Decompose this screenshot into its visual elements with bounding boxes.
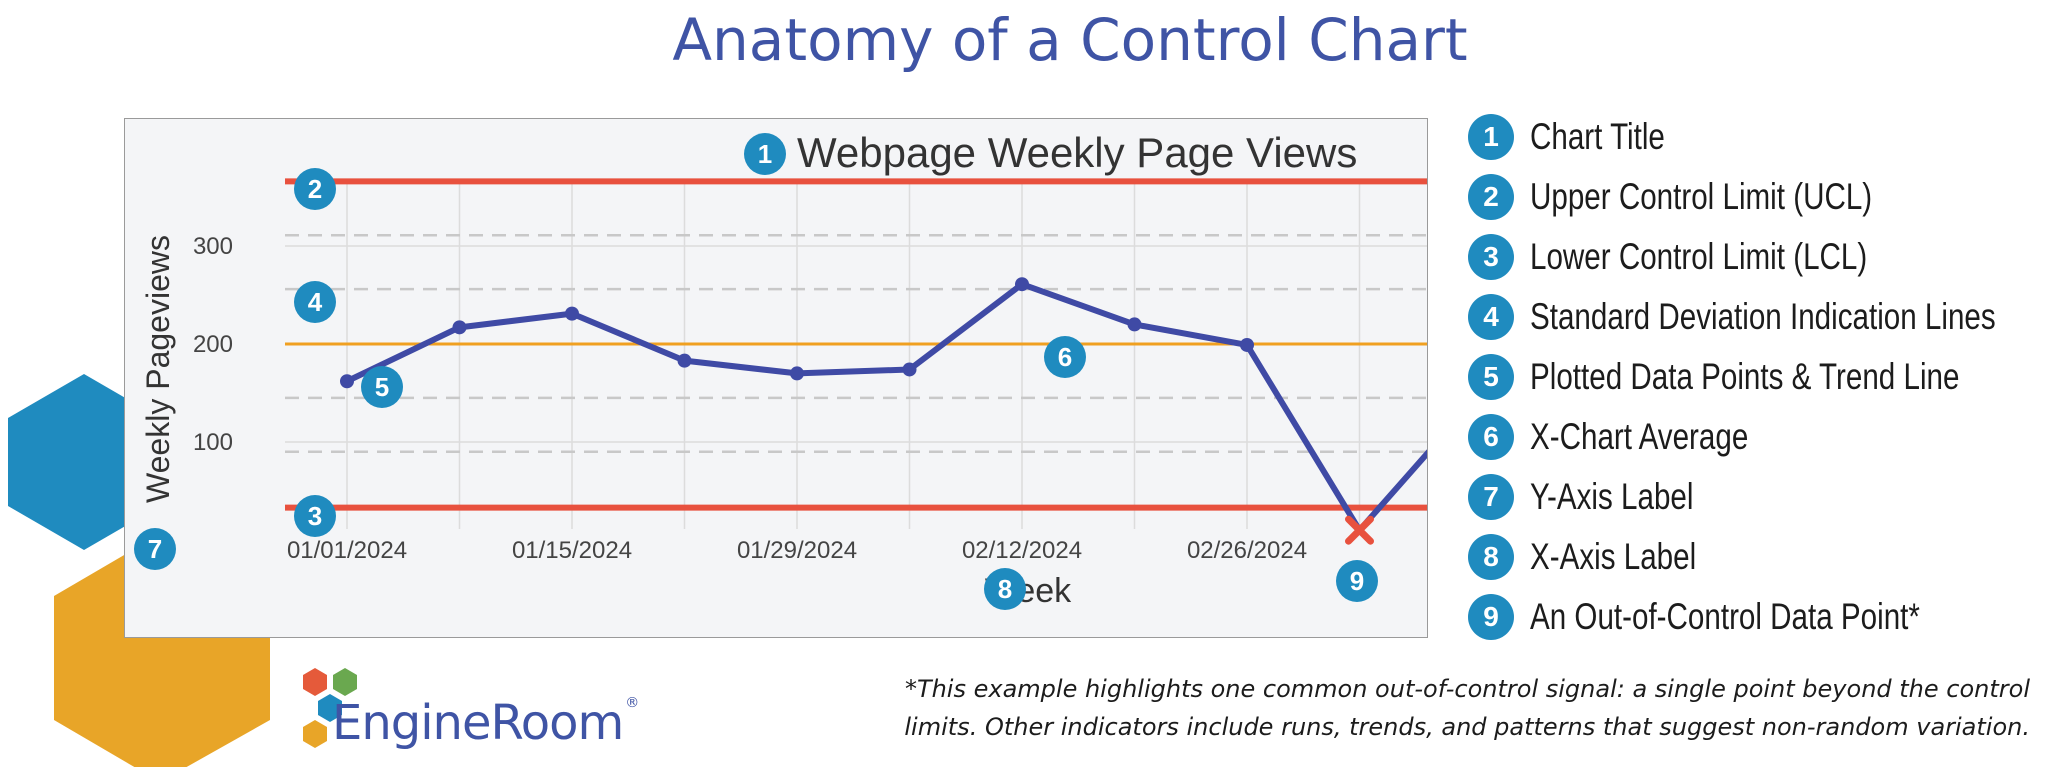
legend-number-badge: 6	[1468, 414, 1514, 460]
chart-callout-badge	[744, 133, 786, 175]
series-trend-line	[345, 281, 1427, 534]
legend-label: Chart Title	[1530, 116, 1665, 157]
y-tick-label: 300	[193, 233, 233, 260]
legend-item: 9 An Out-of-Control Data Point*	[1468, 592, 2017, 642]
chart-callout-number: 4	[308, 287, 323, 317]
footnote: *This example highlights one common out-…	[700, 670, 2030, 746]
engineroom-logo	[303, 668, 357, 748]
data-point	[1015, 277, 1029, 292]
chart-callout-badge	[294, 168, 336, 210]
chart-callout-number: 1	[758, 139, 772, 169]
logo-hex-red	[303, 668, 327, 696]
legend-label: Y-Axis Label	[1530, 476, 1694, 517]
y-axis-label: Weekly Pageviews	[140, 235, 176, 503]
legend-item: 5 Plotted Data Points & Trend Line	[1468, 352, 2050, 402]
legend-label: Lower Control Limit (LCL)	[1530, 236, 1868, 277]
data-point	[565, 306, 579, 321]
legend-number-badge: 8	[1468, 534, 1514, 580]
data-point	[902, 362, 917, 377]
y-tick-label: 200	[193, 331, 233, 358]
decorative-hexagon-blue	[8, 374, 140, 550]
legend-label: X-Axis Label	[1530, 536, 1697, 577]
data-point	[1127, 317, 1142, 332]
legend-number-badge: 3	[1468, 234, 1514, 280]
chart-callout-badge	[361, 366, 403, 408]
chart-callout-number: 3	[308, 501, 322, 531]
hexagon-blue-shape	[8, 374, 140, 550]
legend-item: 2 Upper Control Limit (UCL)	[1468, 172, 1958, 222]
chart-callout-badge	[294, 281, 336, 323]
chart-title: Webpage Weekly Page Views	[797, 129, 1357, 176]
chart-callout-number: 6	[1058, 342, 1072, 372]
legend-label: Upper Control Limit (UCL)	[1530, 176, 1873, 217]
chart-callout-number: 8	[998, 574, 1012, 604]
logo-name: EngineRoom	[332, 695, 624, 751]
legend-item: 4 Standard Deviation Indication Lines	[1468, 292, 2050, 342]
legend-number-badge: 9	[1468, 594, 1514, 640]
y-tick-label: 100	[193, 429, 233, 456]
chart-callout-number: 2	[308, 174, 322, 204]
legend-item: 6 X-Chart Average	[1468, 412, 1803, 462]
x-tick-label: 01/15/2024	[512, 537, 632, 564]
x-tick-label: 02/12/2024	[962, 537, 1082, 564]
x-tick-label: 01/01/2024	[287, 537, 407, 564]
legend-number-badge: 7	[1468, 474, 1514, 520]
x-tick-label: 02/26/2024	[1187, 537, 1307, 564]
out-of-control-marker-stroke	[1345, 515, 1374, 545]
logo-hex-green	[333, 668, 357, 696]
legend-number-badge: 5	[1468, 354, 1514, 400]
footnote-line-2: limits. Other indicators include runs, t…	[904, 713, 2030, 741]
page-title: Anatomy of a Control Chart	[672, 6, 1468, 74]
legend-item: 7 Y-Axis Label	[1468, 472, 1734, 522]
logo-registered-mark: ®	[625, 695, 639, 711]
chart-callout-badge	[984, 568, 1026, 610]
data-point	[790, 366, 804, 381]
chart-callout-badge	[1044, 336, 1086, 378]
data-point	[452, 320, 467, 335]
legend-number-badge: 2	[1468, 174, 1514, 220]
control-chart-panel: 300 200 100 01/01/2024 01/15/2024 01/29/2024 0…	[124, 118, 1428, 638]
chart-callout-badge	[134, 528, 176, 570]
legend-label: An Out-of-Control Data Point*	[1530, 596, 1920, 637]
chart-callout-number: 7	[148, 534, 162, 564]
logo-hex-blue	[318, 694, 342, 722]
chart-callout-badge	[1336, 560, 1378, 602]
data-point	[677, 353, 692, 368]
data-point	[340, 374, 354, 389]
data-point	[1240, 337, 1254, 352]
logo-wordmark: EngineRoom ®	[332, 695, 639, 751]
footnote-line-1: *This example highlights one common out-…	[904, 675, 2030, 703]
legend-label: X-Chart Average	[1530, 416, 1749, 457]
legend-number-badge: 1	[1468, 114, 1514, 160]
chart-callout-badge	[294, 495, 336, 537]
legend-number-badge: 4	[1468, 294, 1514, 340]
logo-hex-orange	[303, 720, 327, 748]
legend-item: 8 X-Axis Label	[1468, 532, 1738, 582]
legend-label: Standard Deviation Indication Lines	[1530, 296, 1996, 337]
legend-item: 1 Chart Title	[1468, 112, 1699, 162]
chart-callout-number: 5	[375, 372, 389, 402]
chart-callout-number: 9	[1350, 566, 1364, 596]
legend-label: Plotted Data Points & Trend Line	[1530, 356, 1960, 397]
legend-item: 3 Lower Control Limit (LCL)	[1468, 232, 1952, 282]
x-tick-label: 01/29/2024	[737, 537, 857, 564]
control-chart: 300 200 100 01/01/2024 01/15/2024 01/29/2024 0…	[134, 129, 1427, 610]
